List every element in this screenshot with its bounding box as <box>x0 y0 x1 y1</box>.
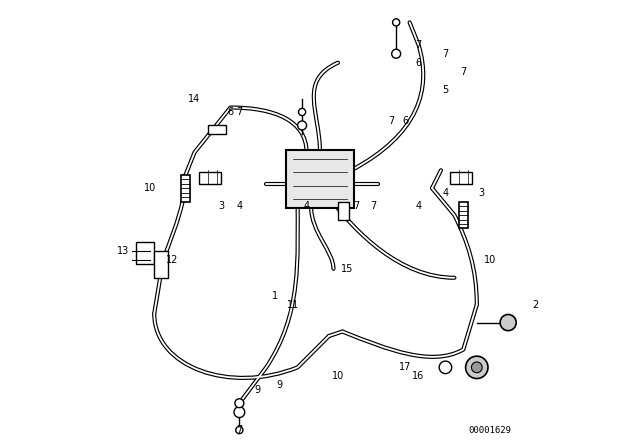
Circle shape <box>392 19 400 26</box>
Text: 1: 1 <box>272 291 278 301</box>
Text: 3: 3 <box>218 201 225 211</box>
Circle shape <box>466 356 488 379</box>
Text: 7: 7 <box>460 67 467 77</box>
Text: 14: 14 <box>188 94 201 103</box>
Text: 4: 4 <box>303 201 310 211</box>
Text: 16: 16 <box>412 371 425 381</box>
Text: 4: 4 <box>415 201 422 211</box>
Circle shape <box>235 399 244 408</box>
Text: 7: 7 <box>442 49 449 59</box>
Text: 15: 15 <box>340 264 353 274</box>
Text: 10: 10 <box>332 371 344 381</box>
Text: 13: 13 <box>116 246 129 256</box>
Text: 10: 10 <box>484 255 497 265</box>
Text: 7: 7 <box>236 107 243 117</box>
Text: 4: 4 <box>236 201 243 211</box>
Text: 7: 7 <box>371 201 377 211</box>
Text: 7: 7 <box>236 425 243 435</box>
Bar <box>459 202 468 228</box>
Text: 7: 7 <box>388 116 395 126</box>
Text: 6: 6 <box>415 58 422 68</box>
Text: 7: 7 <box>353 201 359 211</box>
Circle shape <box>298 121 307 130</box>
Circle shape <box>500 314 516 331</box>
Text: 5: 5 <box>442 85 449 95</box>
Text: 2: 2 <box>532 300 538 310</box>
Bar <box>181 175 190 202</box>
Circle shape <box>236 426 243 434</box>
Text: 00001629: 00001629 <box>468 426 512 435</box>
Text: 6: 6 <box>402 116 408 126</box>
Text: 3: 3 <box>478 188 484 198</box>
FancyBboxPatch shape <box>287 150 353 208</box>
Text: 17: 17 <box>399 362 412 372</box>
Text: 11: 11 <box>287 300 300 310</box>
Text: 4: 4 <box>442 188 449 198</box>
Text: 10: 10 <box>143 183 156 193</box>
Bar <box>154 251 168 278</box>
Bar <box>136 242 154 264</box>
Circle shape <box>234 407 244 418</box>
Circle shape <box>298 108 306 116</box>
Text: 7: 7 <box>415 40 422 50</box>
Bar <box>338 202 349 220</box>
Circle shape <box>439 361 452 374</box>
Text: 12: 12 <box>166 255 179 265</box>
Circle shape <box>392 49 401 58</box>
Bar <box>208 125 226 134</box>
Bar <box>199 172 221 184</box>
Text: 9: 9 <box>276 380 283 390</box>
Bar <box>450 172 472 184</box>
Text: 9: 9 <box>254 385 260 395</box>
Circle shape <box>472 362 482 373</box>
Text: 6: 6 <box>227 107 234 117</box>
